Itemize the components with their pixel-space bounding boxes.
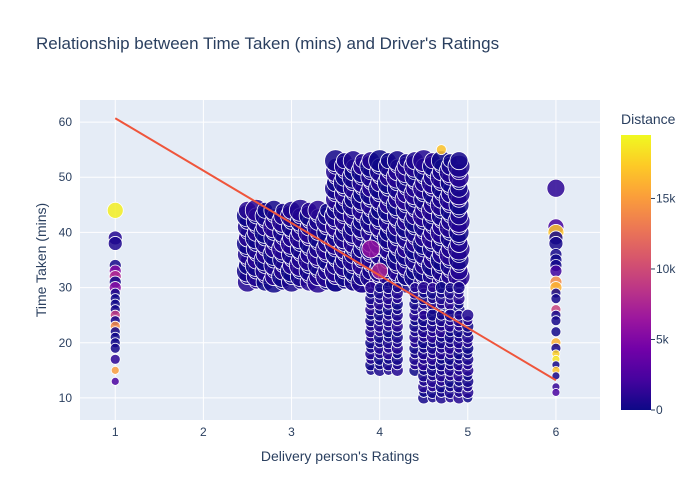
x-axis-label: Delivery person's Ratings xyxy=(261,448,419,464)
x-tick-label: 4 xyxy=(376,425,383,439)
colorbar-bar xyxy=(621,135,651,410)
data-points xyxy=(106,144,566,405)
x-tick-label: 2 xyxy=(200,425,207,439)
scatter-point xyxy=(452,281,466,294)
scatter-point xyxy=(109,342,121,354)
chart-title: Relationship between Time Taken (mins) a… xyxy=(36,34,500,53)
x-tick-label: 1 xyxy=(112,425,119,439)
y-tick-label: 30 xyxy=(59,281,73,295)
y-tick-label: 20 xyxy=(59,336,73,350)
y-tick-label: 10 xyxy=(59,391,73,405)
scatter-point xyxy=(551,388,561,397)
scatter-point xyxy=(549,264,563,278)
scatter-point xyxy=(550,326,562,338)
scatter-point xyxy=(110,376,120,386)
colorbar-tick-label: 10k xyxy=(656,262,676,276)
scatter-point xyxy=(109,353,121,365)
scatter-point xyxy=(435,144,447,156)
colorbar-tick-label: 0 xyxy=(656,403,663,417)
scatter-point xyxy=(550,315,562,327)
x-tick-label: 3 xyxy=(288,425,295,439)
y-axis-label: Time Taken (mins) xyxy=(33,203,49,317)
y-tick-label: 60 xyxy=(59,115,73,129)
scatter-point xyxy=(449,151,469,171)
y-tick-label: 50 xyxy=(59,170,73,184)
x-tick-label: 5 xyxy=(464,425,471,439)
colorbar-tick-label: 15k xyxy=(656,191,676,205)
scatter-point xyxy=(107,236,123,251)
y-tick-label: 40 xyxy=(59,225,73,239)
colorbar-title: Distance xyxy=(621,111,676,127)
scatter-point xyxy=(110,365,120,375)
x-tick-label: 6 xyxy=(553,425,560,439)
scatter-point xyxy=(106,201,124,219)
scatter-point xyxy=(550,293,562,305)
colorbar: Distance 0 5k 10k 15k xyxy=(621,111,676,417)
trendline xyxy=(114,117,557,382)
axis-ticks: 1 2 3 4 5 6 10 20 30 40 50 60 xyxy=(59,115,560,439)
colorbar-tick-label: 5k xyxy=(656,332,670,346)
scatter-point xyxy=(546,178,566,198)
trendline-group xyxy=(114,117,557,382)
scatter-point xyxy=(361,239,381,259)
scatter-point xyxy=(461,308,475,322)
